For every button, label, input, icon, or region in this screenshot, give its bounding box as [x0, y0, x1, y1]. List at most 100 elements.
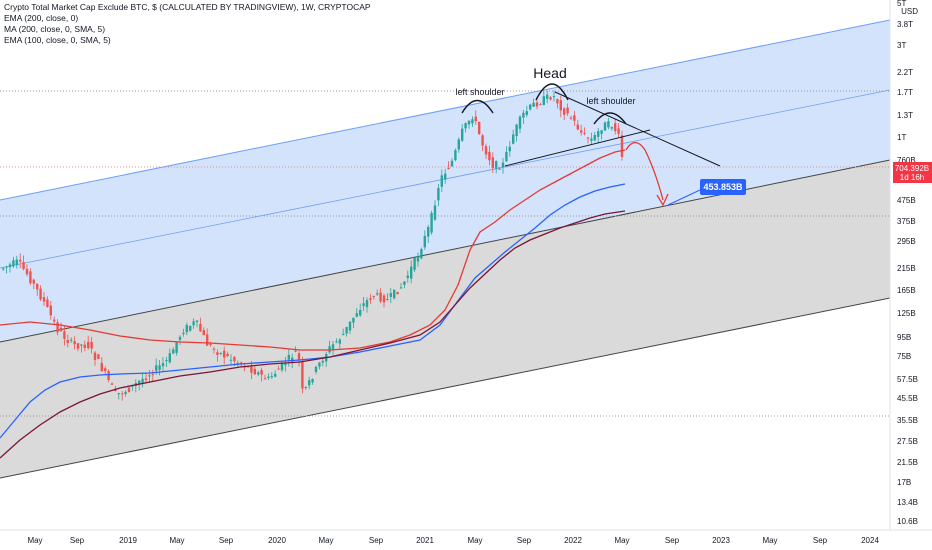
candle-body — [178, 336, 182, 340]
candle-body — [491, 157, 494, 168]
candle-body — [352, 317, 355, 323]
price-tick-label: 3T — [897, 41, 906, 50]
candle-body — [614, 123, 617, 132]
candle-body — [597, 131, 600, 137]
price-axis[interactable]: 5T 3.8T 3T 2.2T 1.7T 1.3T 1T 760B 475B 375B 295B 21… — [897, 0, 918, 526]
candle-body — [583, 133, 586, 135]
price-tick-label: 57.5B — [897, 375, 918, 384]
candle-body — [501, 162, 505, 168]
price-tick-label: 215B — [897, 264, 916, 273]
candle-body — [236, 362, 239, 365]
candle-body — [124, 392, 127, 395]
candle-body — [15, 259, 18, 266]
time-tick-label: May — [614, 536, 629, 545]
channel-upper-line — [0, 19, 891, 201]
candle-body — [2, 268, 5, 270]
candle-body — [49, 305, 52, 316]
time-tick-label: 2020 — [268, 536, 286, 545]
candle-body — [586, 137, 590, 139]
candle-body — [529, 104, 532, 110]
price-tick-label: 10.6B — [897, 517, 918, 526]
candle-body — [430, 212, 433, 233]
candle-body — [59, 327, 63, 332]
candle-body — [413, 257, 416, 270]
candle-body — [192, 321, 195, 326]
time-tick-label: Sep — [369, 536, 384, 545]
candle-body — [403, 281, 406, 285]
candle-body — [168, 353, 171, 363]
candle-body — [155, 365, 158, 371]
candle-body — [382, 295, 386, 303]
candle-body — [199, 323, 202, 332]
candle-body — [478, 121, 481, 135]
candle-body — [532, 102, 535, 107]
candle-body — [359, 309, 362, 316]
candle-body — [546, 94, 549, 99]
candle-body — [355, 313, 358, 317]
descending-trendline — [554, 91, 721, 167]
price-tick-label: 760B — [897, 156, 916, 165]
time-tick-label: May — [467, 536, 482, 545]
price-tick-label: 2.2T — [897, 68, 913, 77]
candle-body — [209, 344, 212, 346]
price-tick-label: 35.5B — [897, 416, 918, 425]
time-axis[interactable]: May Sep 2019 May Sep 2020 May Sep 2021 May Sep 2022… — [27, 536, 879, 545]
candle-body — [121, 393, 124, 395]
candle-body — [22, 262, 25, 270]
candle-body — [563, 108, 566, 115]
candle-body — [158, 365, 161, 370]
candle-body — [267, 376, 270, 378]
time-tick-label: May — [762, 536, 777, 545]
symbol-title[interactable]: Crypto Total Market Cap Exclude BTC, $ (… — [4, 2, 371, 12]
candle-body — [481, 135, 484, 146]
candle-body — [393, 289, 396, 299]
candle-body — [104, 368, 107, 372]
candle-body — [311, 378, 314, 383]
candle-body — [165, 360, 168, 362]
candle-body — [335, 341, 338, 343]
candle-body — [437, 187, 440, 201]
price-tick-label: 13.4B — [897, 498, 918, 507]
candle-body — [410, 266, 413, 279]
candle-body — [8, 264, 12, 268]
indicator-ma200[interactable]: MA (200, close, 0, SMA, 5) — [4, 24, 106, 34]
candle-body — [294, 350, 297, 352]
candle-body — [495, 161, 498, 169]
candle-body — [63, 331, 66, 339]
price-tick-label: 17B — [897, 478, 911, 487]
candle-body — [223, 350, 226, 358]
candle-body — [603, 122, 607, 131]
time-tick-label: 2023 — [712, 536, 730, 545]
candle-body — [457, 139, 460, 150]
candle-body — [46, 299, 49, 307]
candle-body — [19, 259, 22, 262]
indicator-ema100[interactable]: EMA (100, close, 0, SMA, 5) — [4, 35, 111, 45]
candle-body — [447, 168, 450, 170]
candle-body — [539, 104, 542, 106]
countdown-text: 1d 16h — [900, 173, 924, 182]
candle-body — [461, 128, 464, 141]
candle-body — [70, 339, 73, 341]
candle-body — [471, 119, 474, 124]
price-tick-label: 375B — [897, 217, 916, 226]
price-tick-label: 75B — [897, 352, 911, 361]
candle-body — [444, 173, 447, 180]
ema100-line — [0, 149, 626, 351]
candle-body — [552, 96, 556, 98]
candle-body — [450, 160, 454, 167]
candle-body — [338, 339, 341, 344]
projection-arrowhead — [656, 193, 669, 207]
candle-body — [542, 96, 545, 105]
candle-body — [189, 325, 192, 331]
candle-body — [342, 333, 345, 335]
candle-body — [87, 342, 90, 349]
candle-body — [138, 380, 141, 385]
target-price-text: 453.853B — [703, 182, 743, 192]
candle-body — [284, 363, 287, 366]
candle-body — [280, 362, 284, 371]
time-tick-label: Sep — [813, 536, 828, 545]
candle-body — [512, 134, 515, 144]
indicator-ema200[interactable]: EMA (200, close, 0) — [4, 13, 79, 23]
time-tick-label: Sep — [665, 536, 680, 545]
